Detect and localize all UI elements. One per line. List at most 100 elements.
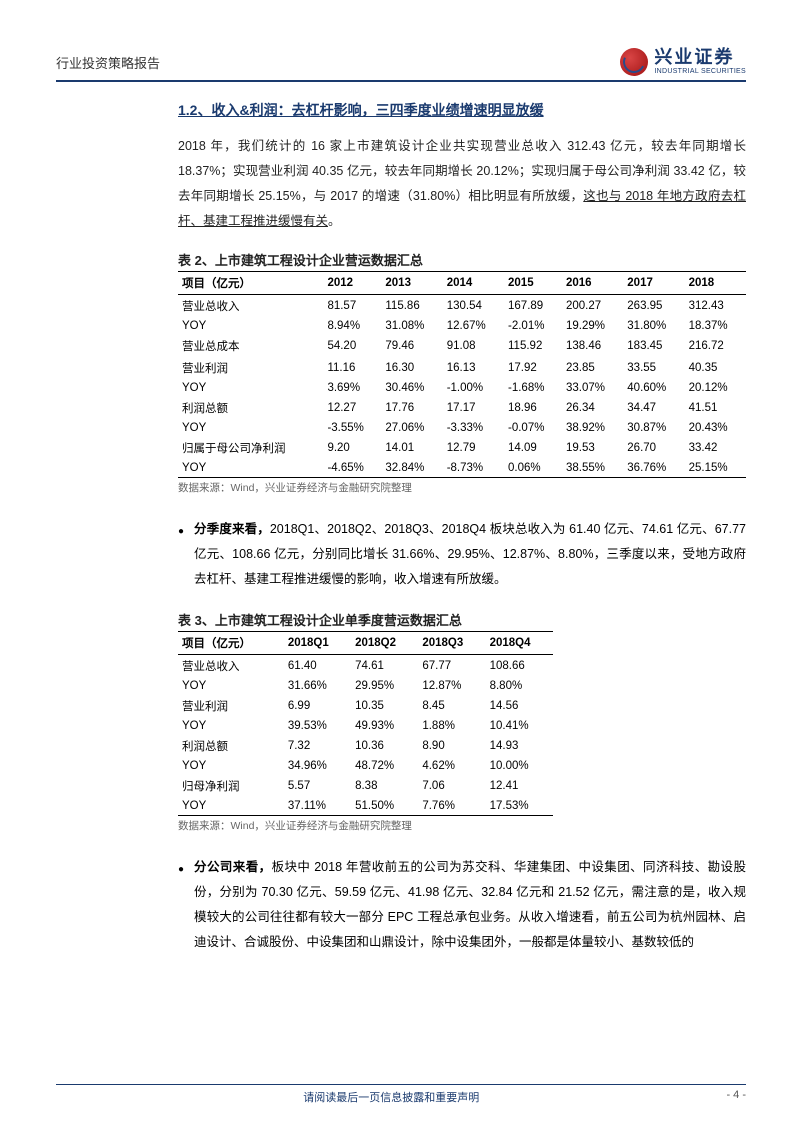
table-cell: 74.61 [351,655,418,678]
table-cell: 12.41 [486,775,553,797]
table-cell: 40.60% [623,379,684,397]
table2-row: YOY8.94%31.08%12.67%-2.01%19.29%31.80%18… [178,317,746,335]
table-cell: 7.06 [418,775,485,797]
table2-col-1: 2012 [323,272,381,295]
table-cell: 14.09 [504,437,562,459]
table-cell: 23.85 [562,357,623,379]
table-cell: 67.77 [418,655,485,678]
logo-text-en: INDUSTRIAL SECURITIES [654,68,746,76]
table3-row: 营业总收入61.4074.6167.77108.66 [178,655,553,678]
table-cell: 营业总收入 [178,655,284,678]
table2-col-6: 2017 [623,272,684,295]
table-cell: 167.89 [504,295,562,318]
table-cell: YOY [178,717,284,735]
table-cell: 营业总收入 [178,295,323,318]
bullet-dot-icon: ● [178,855,184,955]
table-cell: 11.16 [323,357,381,379]
page-footer: 请阅读最后一页信息披露和重要声明 - 4 - [56,1084,746,1105]
table-cell: YOY [178,379,323,397]
table-cell: 10.35 [351,695,418,717]
table-cell: 17.53% [486,797,553,816]
footer-page-number: - 4 - [726,1089,746,1105]
table-cell: 17.76 [381,397,442,419]
table-cell: 归属于母公司净利润 [178,437,323,459]
table2-row: 营业总收入81.57115.86130.54167.89200.27263.95… [178,295,746,318]
table2-col-4: 2015 [504,272,562,295]
table-cell: 216.72 [685,335,746,357]
company-logo: 兴业证券 INDUSTRIAL SECURITIES [620,48,746,76]
table-cell: 营业利润 [178,695,284,717]
table-cell: 183.45 [623,335,684,357]
table-cell: 263.95 [623,295,684,318]
table3-header-row: 项目（亿元） 2018Q1 2018Q2 2018Q3 2018Q4 [178,632,553,655]
bullet1-lead: 分季度来看， [194,522,270,536]
table-cell: 5.57 [284,775,351,797]
table-cell: 34.96% [284,757,351,775]
table2-header-row: 项目（亿元） 2012 2013 2014 2015 2016 2017 201… [178,272,746,295]
table-cell: 14.56 [486,695,553,717]
table-cell: 312.43 [685,295,746,318]
table-cell: 33.55 [623,357,684,379]
table2-col-7: 2018 [685,272,746,295]
table3-col-2: 2018Q2 [351,632,418,655]
table-cell: 31.08% [381,317,442,335]
table2-row: YOY-3.55%27.06%-3.33%-0.07%38.92%30.87%2… [178,419,746,437]
table-cell: 108.66 [486,655,553,678]
table-cell: 12.67% [443,317,504,335]
table-cell: 10.41% [486,717,553,735]
table-cell: 归母净利润 [178,775,284,797]
table-cell: -2.01% [504,317,562,335]
table3-row: 利润总额7.3210.368.9014.93 [178,735,553,757]
table-cell: 61.40 [284,655,351,678]
table3-title: 表 3、上市建筑工程设计企业单季度营运数据汇总 [178,610,746,629]
table-cell: 30.87% [623,419,684,437]
table-cell: 17.17 [443,397,504,419]
logo-text-cn: 兴业证券 [654,48,746,68]
intro-paragraph: 2018 年，我们统计的 16 家上市建筑设计企业共实现营业总收入 312.43… [178,134,746,234]
table-cell: 8.45 [418,695,485,717]
table2-title: 表 2、上市建筑工程设计企业营运数据汇总 [178,250,746,269]
table-cell: 14.93 [486,735,553,757]
table-cell: 10.00% [486,757,553,775]
table-cell: 12.79 [443,437,504,459]
table-cell: 16.13 [443,357,504,379]
table-cell: 10.36 [351,735,418,757]
table-cell: YOY [178,317,323,335]
table-cell: 130.54 [443,295,504,318]
table-cell: 48.72% [351,757,418,775]
table-cell: YOY [178,459,323,478]
table-cell: 9.20 [323,437,381,459]
table-cell: 30.46% [381,379,442,397]
table-cell: -3.33% [443,419,504,437]
table3-source: 数据来源：Wind，兴业证券经济与金融研究院整理 [178,818,746,833]
table-cell: 81.57 [323,295,381,318]
table3-col-3: 2018Q3 [418,632,485,655]
table3-col-4: 2018Q4 [486,632,553,655]
table-cell: 91.08 [443,335,504,357]
table-cell: 19.53 [562,437,623,459]
table2-source: 数据来源：Wind，兴业证券经济与金融研究院整理 [178,480,746,495]
table-cell: 6.99 [284,695,351,717]
table-cell: -8.73% [443,459,504,478]
table-cell: YOY [178,797,284,816]
table-cell: 25.15% [685,459,746,478]
table-cell: 115.86 [381,295,442,318]
table-cell: 营业总成本 [178,335,323,357]
table-cell: 16.30 [381,357,442,379]
table-cell: -4.65% [323,459,381,478]
table3-col-1: 2018Q1 [284,632,351,655]
table-cell: 54.20 [323,335,381,357]
table-cell: 32.84% [381,459,442,478]
table-cell: 17.92 [504,357,562,379]
table-cell: 7.76% [418,797,485,816]
bullet-company: ● 分公司来看，板块中 2018 年营收前五的公司为苏交科、华建集团、中设集团、… [178,855,746,955]
table-cell: 12.27 [323,397,381,419]
table2-row: 归属于母公司净利润9.2014.0112.7914.0919.5326.7033… [178,437,746,459]
table-cell: 51.50% [351,797,418,816]
table3-col-0: 项目（亿元） [178,632,284,655]
bullet2-rest: 板块中 2018 年营收前五的公司为苏交科、华建集团、中设集团、同济科技、勘设股… [194,860,746,949]
table-cell: 79.46 [381,335,442,357]
table-cell: 34.47 [623,397,684,419]
table-cell: 26.34 [562,397,623,419]
table-cell: -1.00% [443,379,504,397]
